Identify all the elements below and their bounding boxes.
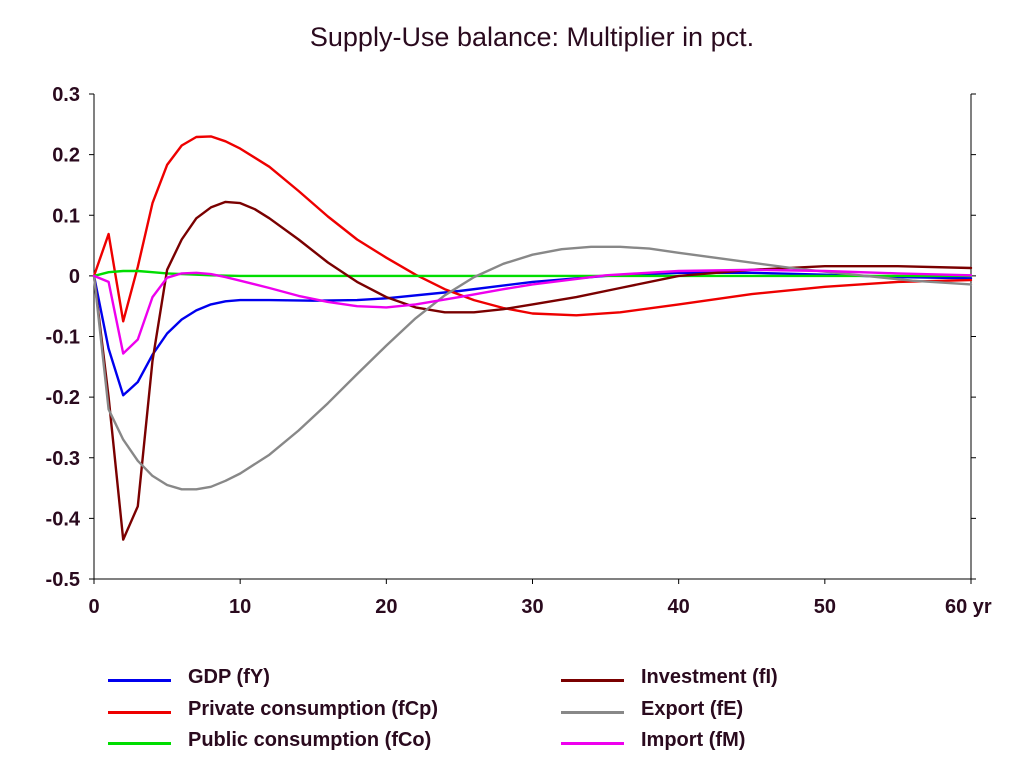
y-tick-label: 0 — [69, 266, 80, 288]
y-tick-label: -0.2 — [46, 387, 80, 409]
y-tick-label: -0.1 — [46, 327, 80, 349]
x-tick-label: 20 — [375, 596, 397, 618]
x-tick-label: 50 — [814, 596, 836, 618]
y-tick-label: -0.5 — [46, 569, 80, 591]
x-tick-label: 10 — [229, 596, 251, 618]
x-tick-label: 60 yr — [945, 596, 992, 618]
y-tick-label: 0.3 — [52, 84, 80, 106]
chart-title: Supply-Use balance: Multiplier in pct. — [309, 22, 755, 52]
series-line-1 — [92, 271, 973, 397]
y-tick-label: 0.2 — [52, 145, 80, 167]
y-tick-label: -0.3 — [46, 448, 80, 470]
series-line-2 — [92, 135, 973, 323]
series-line-5 — [92, 245, 973, 491]
x-tick-label: 40 — [668, 596, 690, 618]
x-tick-label: 30 — [521, 596, 543, 618]
axes: 0.3 0.2 0.1 0 -0.1 -0.2 -0.3 -0.4 -0.5 0 10 20 30 40 5… — [46, 84, 992, 618]
x-tick-label: 0 — [88, 596, 99, 618]
series-line-6 — [92, 268, 973, 355]
series-line-4 — [92, 200, 973, 541]
series-line-3 — [92, 269, 973, 278]
series-lines — [92, 135, 973, 541]
y-tick-label: 0.1 — [52, 205, 80, 227]
y-tick-label: -0.4 — [46, 508, 81, 530]
